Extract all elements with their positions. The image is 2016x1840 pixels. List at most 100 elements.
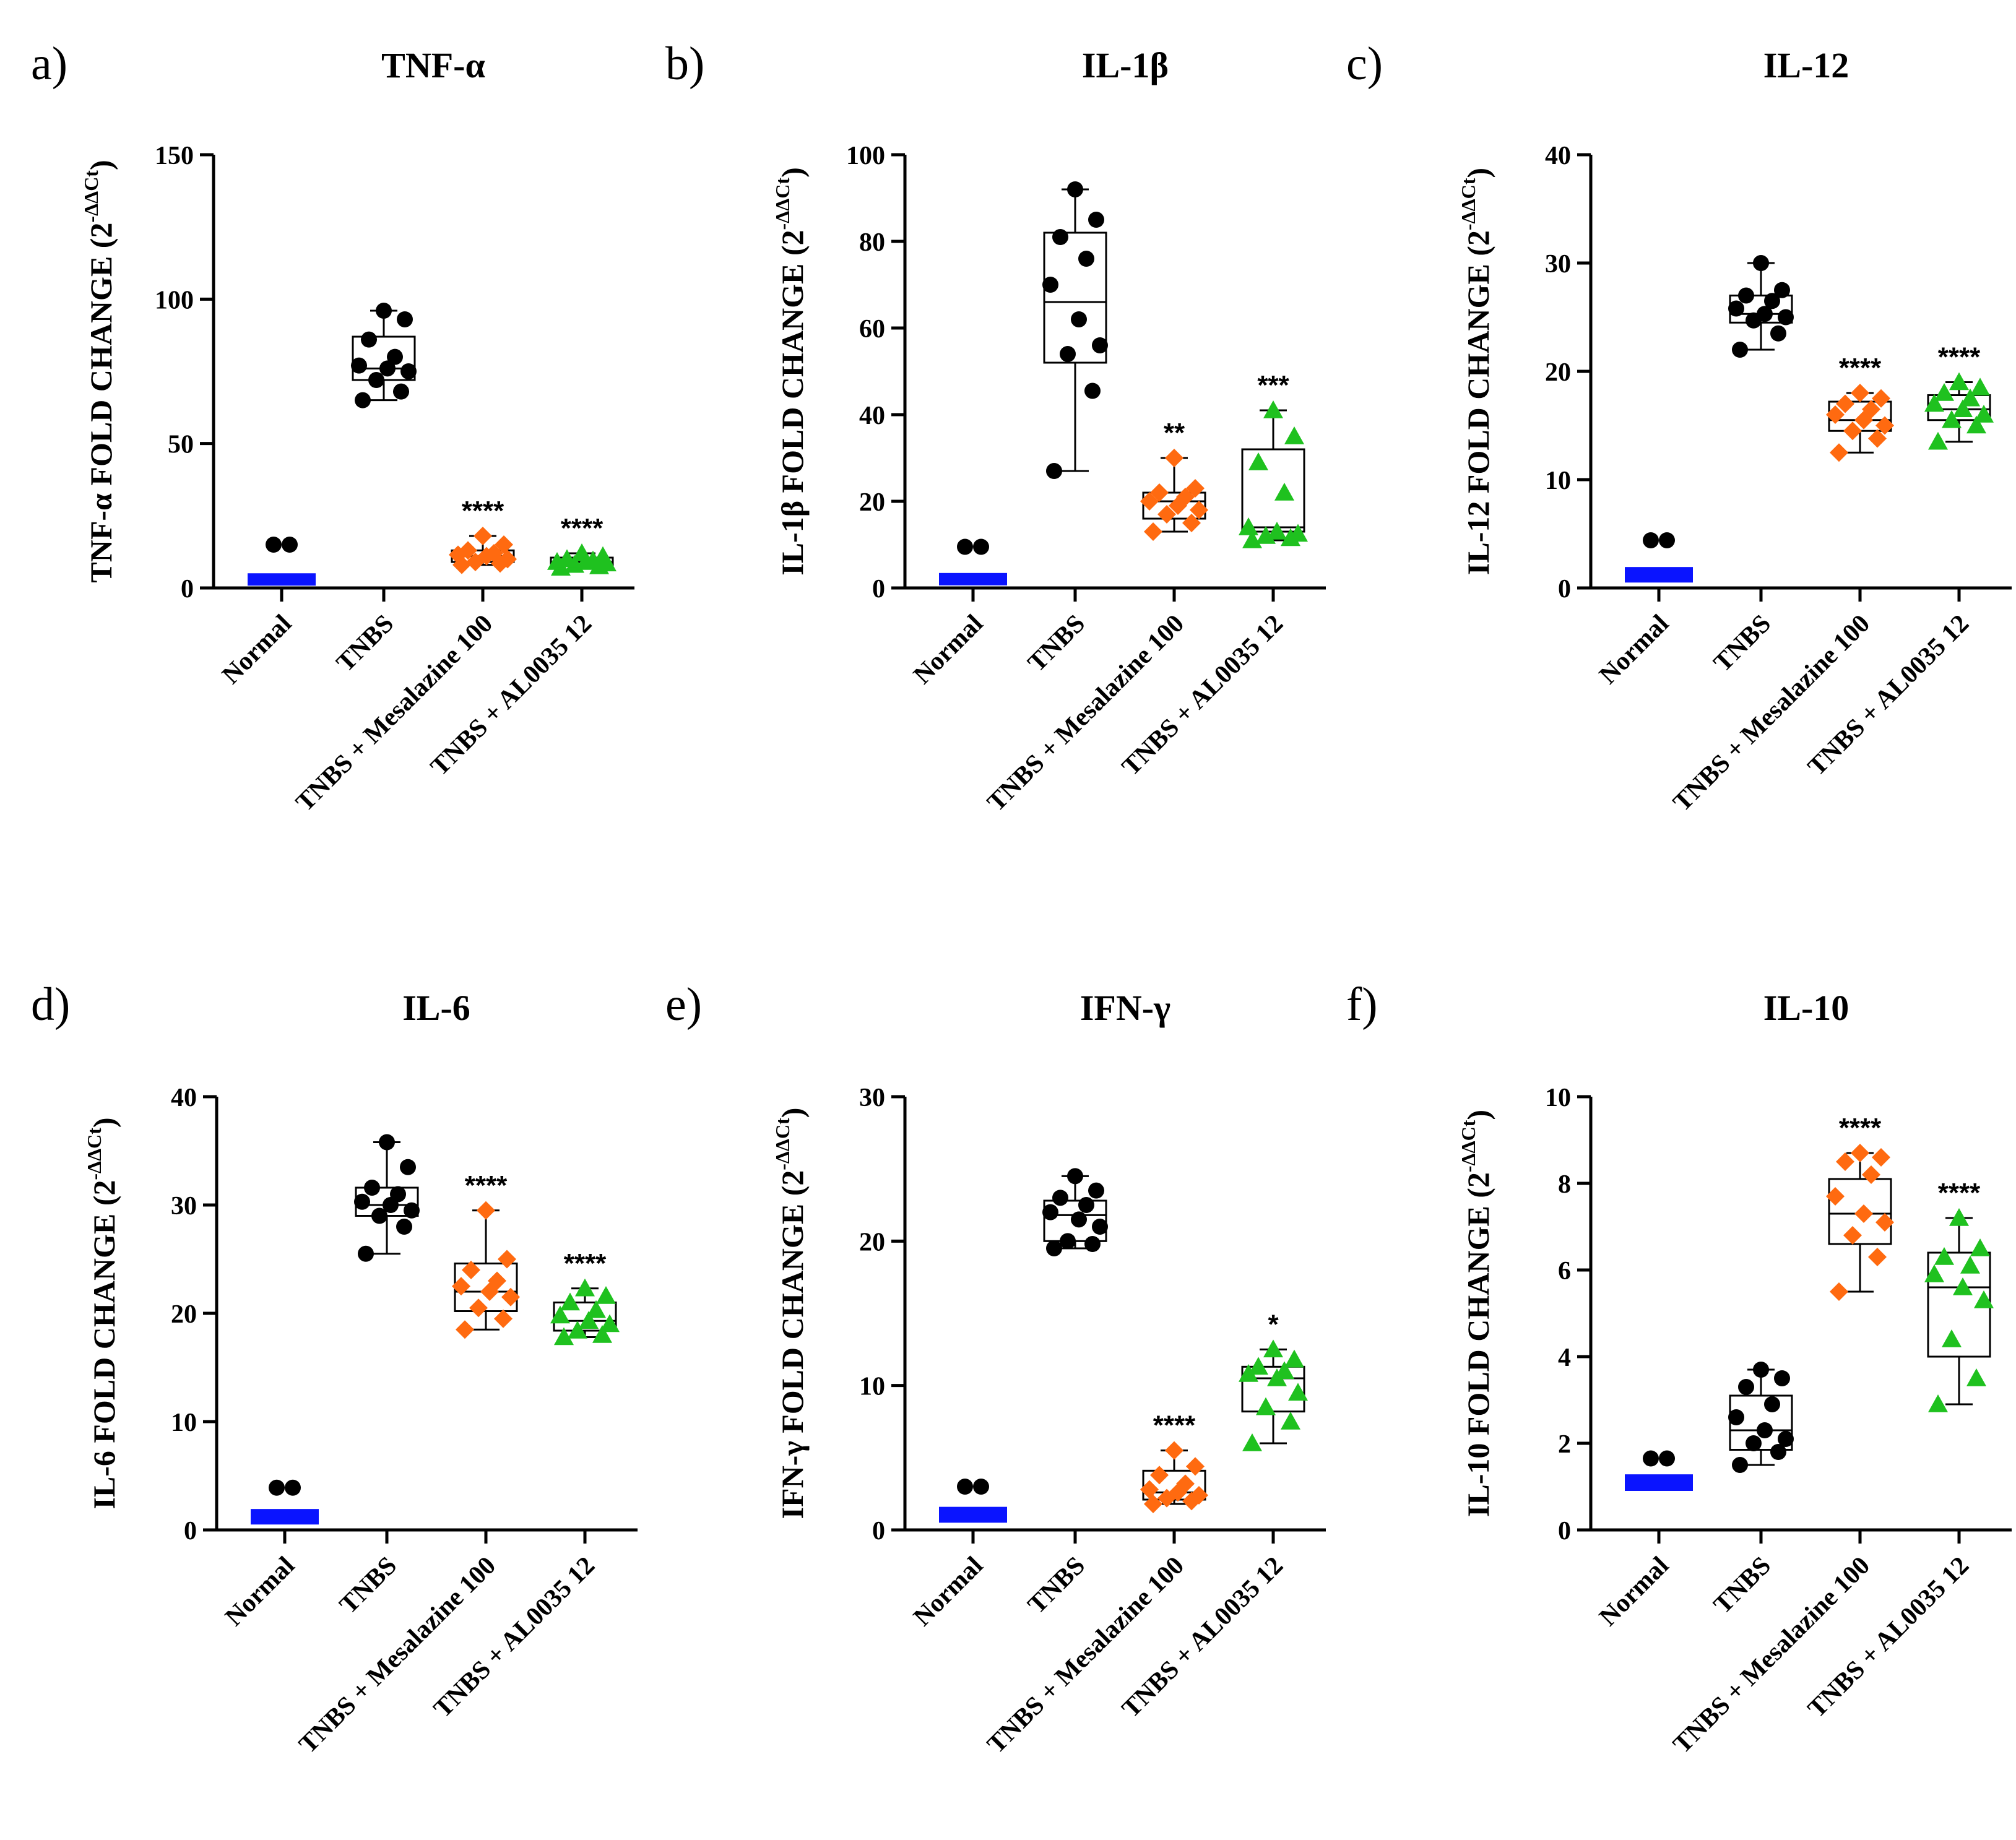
data-point bbox=[1875, 1213, 1894, 1232]
outlier-point bbox=[282, 537, 298, 553]
iqr-box bbox=[1241, 448, 1305, 533]
data-point bbox=[1067, 181, 1083, 197]
x-tick-label: TNBS + Mesalazine 100 bbox=[1668, 610, 1875, 818]
data-point bbox=[368, 372, 384, 388]
data-point bbox=[1274, 483, 1294, 501]
y-tick-label: 20 bbox=[859, 488, 885, 517]
data-point bbox=[1092, 1219, 1108, 1235]
x-tick-label: Normal bbox=[1594, 610, 1674, 690]
data-point bbox=[592, 1325, 612, 1343]
outlier-point bbox=[1643, 532, 1659, 548]
group-al0035: TNBS + AL0035 12 *** bbox=[1117, 370, 1308, 782]
data-point bbox=[1067, 1168, 1083, 1185]
group-normal: Normal bbox=[908, 1479, 1007, 1631]
data-point bbox=[1239, 1364, 1258, 1382]
data-point bbox=[1267, 522, 1287, 540]
data-point bbox=[477, 1201, 495, 1220]
y-tick-label: 50 bbox=[168, 431, 194, 459]
x-tick-label: Normal bbox=[220, 1552, 300, 1632]
chart-title: IL-10 bbox=[1763, 988, 1849, 1028]
significance-label: **** bbox=[1938, 342, 1981, 373]
data-point bbox=[1974, 1290, 1994, 1308]
data-point bbox=[501, 1287, 520, 1307]
data-point bbox=[1144, 522, 1162, 541]
data-point bbox=[575, 1278, 595, 1297]
data-point bbox=[1281, 1412, 1300, 1430]
y-tick-label: 10 bbox=[859, 1373, 885, 1401]
significance-label: **** bbox=[465, 1170, 508, 1201]
data-point bbox=[494, 1309, 513, 1328]
y-tick-label: 0 bbox=[184, 1517, 197, 1545]
data-point bbox=[1934, 1247, 1954, 1265]
data-point bbox=[1851, 1144, 1869, 1162]
group-normal: Normal bbox=[217, 537, 316, 689]
data-point bbox=[1826, 405, 1845, 424]
data-point bbox=[462, 1261, 480, 1279]
y-tick-label: 2 bbox=[1558, 1430, 1571, 1459]
panel-label: e) bbox=[665, 978, 702, 1030]
panel-5: e) IFN-γ 0 10 20 30 IFN-γ FOLD CHANGE (2-ΔΔCt)… bbox=[665, 978, 1326, 1759]
data-point bbox=[579, 1311, 599, 1329]
data-point bbox=[1836, 394, 1854, 413]
x-tick-label: TNBS + Mesalazine 100 bbox=[290, 610, 498, 818]
data-point bbox=[1732, 342, 1748, 358]
data-point bbox=[1144, 1495, 1162, 1513]
outlier-point bbox=[1643, 1450, 1659, 1467]
data-point bbox=[1778, 309, 1794, 326]
data-point bbox=[1190, 501, 1208, 519]
y-tick-label: 30 bbox=[171, 1192, 197, 1220]
normal-box bbox=[251, 1509, 319, 1525]
x-tick-label: TNBS bbox=[1023, 610, 1091, 678]
data-point bbox=[600, 1314, 620, 1332]
data-point bbox=[1934, 383, 1954, 401]
data-point bbox=[1851, 384, 1869, 402]
y-tick-label: 100 bbox=[155, 286, 194, 314]
x-tick-label: TNBS + AL0035 12 bbox=[1117, 610, 1289, 782]
data-point bbox=[361, 331, 377, 348]
data-point bbox=[596, 1286, 616, 1304]
group-normal: Normal bbox=[1594, 1450, 1693, 1632]
outlier-point bbox=[269, 1479, 285, 1496]
x-tick-label: TNBS bbox=[334, 1552, 402, 1620]
y-tick-label: 80 bbox=[859, 228, 885, 257]
data-point bbox=[364, 1180, 380, 1196]
data-point bbox=[452, 1277, 470, 1296]
data-point bbox=[358, 1245, 374, 1262]
outlier-point bbox=[266, 537, 282, 553]
normal-box bbox=[939, 572, 1007, 585]
panel-label: a) bbox=[31, 38, 67, 90]
data-point bbox=[1872, 389, 1890, 408]
x-tick-label: TNBS + AL0035 12 bbox=[428, 1552, 600, 1724]
data-point bbox=[1862, 1165, 1880, 1184]
data-point bbox=[371, 1207, 387, 1224]
outlier-point bbox=[285, 1479, 301, 1496]
panel-3: c) IL-12 0 10 20 30 40 IL-12 FOLD CHANGE (2-ΔΔC… bbox=[1346, 38, 2012, 817]
data-point bbox=[1176, 1474, 1195, 1493]
group-mesalazine: TNBS + Mesalazine 100 **** bbox=[982, 1410, 1208, 1760]
y-axis-label: TNF-α FOLD CHANGE (2-ΔΔCt) bbox=[80, 160, 118, 582]
data-point bbox=[1052, 1190, 1068, 1206]
panel-label: f) bbox=[1346, 978, 1378, 1030]
data-point bbox=[1728, 300, 1744, 317]
data-point bbox=[393, 383, 409, 400]
data-point bbox=[1774, 1370, 1790, 1386]
y-tick-label: 0 bbox=[1558, 575, 1571, 603]
outlier-point bbox=[973, 538, 989, 555]
panel-2: b) IL-1β 0 20 40 60 80 100 IL-1β FOLD CHANGE (2-… bbox=[665, 38, 1326, 817]
outlier-point bbox=[973, 1479, 989, 1495]
data-point bbox=[1753, 1362, 1769, 1378]
data-point bbox=[376, 303, 392, 319]
data-point bbox=[1088, 212, 1104, 228]
y-tick-label: 4 bbox=[1558, 1344, 1571, 1372]
panel-4: d) IL-6 0 10 20 30 40 IL-6 FOLD CHANGE (2-ΔΔCt)… bbox=[31, 978, 638, 1759]
y-tick-label: 30 bbox=[859, 1084, 885, 1112]
data-point bbox=[1078, 251, 1094, 267]
group-mesalazine: TNBS + Mesalazine 100 ** bbox=[982, 418, 1208, 817]
data-point bbox=[1274, 1361, 1294, 1380]
x-tick-label: Normal bbox=[1594, 1552, 1674, 1632]
y-axis-label: IL-10 FOLD CHANGE (2-ΔΔCt) bbox=[1457, 1110, 1495, 1517]
data-point bbox=[1949, 1208, 1969, 1226]
x-tick-label: TNBS + AL0035 12 bbox=[1802, 1552, 1975, 1724]
group-tnbs: TNBS bbox=[1023, 181, 1108, 678]
x-tick-label: TNBS + Mesalazine 100 bbox=[982, 1552, 1190, 1760]
